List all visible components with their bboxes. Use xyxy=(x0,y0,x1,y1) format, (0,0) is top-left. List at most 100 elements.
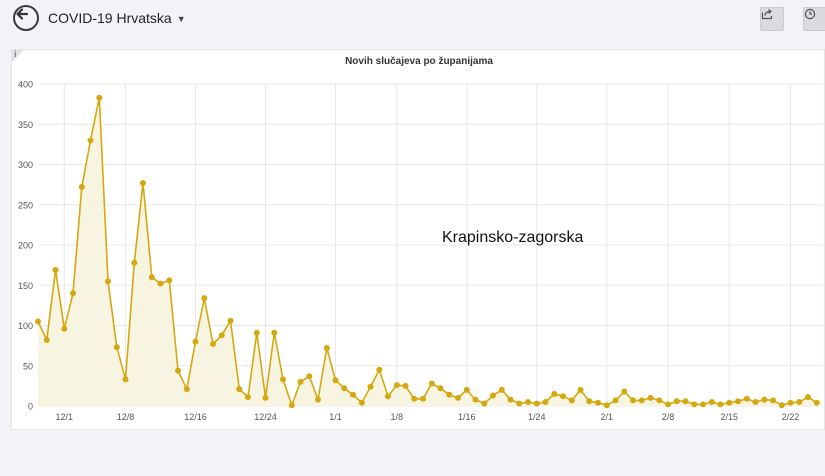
data-point xyxy=(157,280,164,287)
data-point xyxy=(656,397,663,404)
clock-icon xyxy=(804,8,816,20)
data-point xyxy=(778,402,785,409)
data-point xyxy=(665,401,671,408)
data-point xyxy=(315,396,321,403)
panel-corner xyxy=(12,50,24,62)
data-point xyxy=(183,386,190,393)
data-point xyxy=(560,393,566,400)
data-point xyxy=(700,401,706,408)
data-point xyxy=(148,274,155,281)
data-point xyxy=(52,267,59,273)
data-point xyxy=(87,137,94,144)
y-tick-label: 400 xyxy=(18,80,33,90)
chart-annotation: Krapinsko-zagorska xyxy=(442,229,584,246)
arrow-left-icon xyxy=(16,8,29,20)
chart-panel: i Novih slučajeva po županijama 0 50 100 15… xyxy=(11,49,825,430)
x-tick-label: 12/16 xyxy=(184,412,207,422)
data-point xyxy=(280,376,286,383)
data-point xyxy=(525,399,531,405)
data-point xyxy=(332,377,339,384)
data-point xyxy=(726,399,733,406)
data-point xyxy=(245,394,251,401)
data-point xyxy=(210,341,216,347)
data-point xyxy=(411,395,418,402)
share-button[interactable] xyxy=(760,7,784,31)
data-point xyxy=(603,402,610,409)
x-tick-label: 1/16 xyxy=(458,412,476,422)
data-point xyxy=(402,382,409,389)
data-point xyxy=(350,391,356,398)
x-tick-label: 2/15 xyxy=(720,412,738,422)
data-point xyxy=(481,400,488,407)
data-point xyxy=(507,396,514,403)
data-point xyxy=(463,386,470,393)
data-point xyxy=(673,398,680,405)
x-tick-label: 1/1 xyxy=(329,412,342,422)
data-point xyxy=(796,399,803,405)
back-button[interactable] xyxy=(13,5,39,31)
x-tick-label: 2/8 xyxy=(662,412,675,422)
data-point xyxy=(761,396,768,403)
y-tick-label: 0 xyxy=(28,402,33,412)
info-icon[interactable]: i xyxy=(14,50,17,60)
data-point xyxy=(236,386,243,393)
data-point xyxy=(498,386,505,393)
data-point xyxy=(35,318,41,325)
data-point xyxy=(393,382,400,389)
data-point xyxy=(691,401,698,408)
data-point xyxy=(586,398,593,405)
data-point xyxy=(192,338,199,345)
y-tick-label: 100 xyxy=(18,321,33,331)
data-point xyxy=(577,386,584,393)
dashboard-title: COVID-19 Hrvatska xyxy=(48,10,172,26)
data-point xyxy=(131,259,138,266)
data-point xyxy=(201,295,208,302)
data-point xyxy=(551,390,558,397)
data-point xyxy=(568,397,575,404)
data-point xyxy=(770,397,776,404)
data-point xyxy=(385,393,391,400)
data-point xyxy=(96,94,103,101)
x-tick-label: 1/8 xyxy=(390,412,403,422)
dashboard-title-dropdown[interactable]: COVID-19 Hrvatska ▼ xyxy=(48,10,186,26)
data-point xyxy=(376,366,383,373)
data-point xyxy=(472,396,479,403)
x-tick-label: 2/1 xyxy=(600,412,613,422)
data-point xyxy=(43,337,50,343)
x-tick-label: 12/1 xyxy=(55,412,73,422)
caret-down-icon: ▼ xyxy=(176,14,186,24)
data-point xyxy=(61,325,68,332)
x-tick-label: 12/24 xyxy=(254,412,277,422)
data-point xyxy=(323,345,330,351)
data-point xyxy=(490,392,496,399)
y-tick-label: 50 xyxy=(23,361,33,371)
data-point xyxy=(743,395,750,402)
data-point xyxy=(341,385,348,392)
top-bar: COVID-19 Hrvatska ▼ xyxy=(0,0,825,40)
data-point xyxy=(78,184,85,190)
time-range-button[interactable] xyxy=(803,7,825,31)
y-tick-label: 200 xyxy=(18,241,33,251)
data-point xyxy=(752,399,759,405)
chart-title: Novih slučajeva po županijama xyxy=(345,56,493,67)
data-point xyxy=(70,290,76,297)
data-point xyxy=(542,399,549,405)
data-point xyxy=(516,400,523,407)
data-point xyxy=(271,329,278,336)
data-point xyxy=(306,373,313,380)
data-point xyxy=(455,394,461,401)
data-point xyxy=(113,344,120,351)
data-point xyxy=(638,397,645,404)
data-point xyxy=(682,398,689,405)
data-point xyxy=(813,399,820,406)
data-point xyxy=(446,391,453,398)
data-point xyxy=(358,399,365,406)
data-point xyxy=(297,378,304,385)
data-point xyxy=(253,329,260,336)
data-point xyxy=(428,380,435,387)
data-point xyxy=(175,367,181,374)
data-point xyxy=(140,180,146,186)
data-point xyxy=(105,278,111,285)
series-area xyxy=(38,97,817,406)
data-point xyxy=(717,401,724,408)
